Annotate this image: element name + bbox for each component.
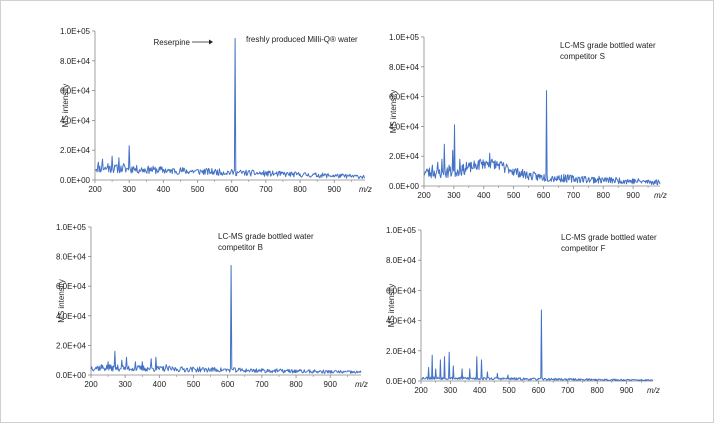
x-tick-label: 800 xyxy=(597,191,611,200)
y-tick-label: 0.0E+00 xyxy=(386,377,417,386)
y-tick-label: 4.0E+04 xyxy=(389,122,420,131)
y-tick-label: 0.0E+00 xyxy=(60,176,91,185)
peak-arrow-head xyxy=(209,39,213,45)
x-tick-label: 200 xyxy=(414,386,428,395)
spectrum-panel-4: 0.0E+00 2.0E+04 4.0E+04 6.0E+04 8.0E+04 1.0E+… xyxy=(386,226,660,395)
x-tick-label: 900 xyxy=(620,386,634,395)
spectrum-trace xyxy=(94,38,366,180)
y-tick-label: 1.0E+05 xyxy=(56,223,87,232)
spectrum-trace xyxy=(423,90,661,186)
x-tick-label: 200 xyxy=(84,380,98,389)
x-tick-label: 300 xyxy=(122,185,136,194)
y-axis-title: MS intensity xyxy=(387,284,396,328)
y-tick-label: 8.0E+04 xyxy=(56,253,87,262)
x-tick-label: 500 xyxy=(502,386,516,395)
y-tick-label: 4.0E+04 xyxy=(56,312,87,321)
x-tick-label: 800 xyxy=(289,380,303,389)
panel-annotation: competitor S xyxy=(560,52,605,61)
x-tick-label: 400 xyxy=(153,380,167,389)
x-tick-label: 900 xyxy=(328,185,342,194)
y-tick-label: 2.0E+04 xyxy=(386,347,417,356)
y-tick-label: 0.0E+00 xyxy=(389,182,420,191)
y-tick-label: 6.0E+04 xyxy=(389,93,420,102)
x-tick-label: 600 xyxy=(537,191,551,200)
x-tick-label: 700 xyxy=(567,191,581,200)
x-axis-title: m/z xyxy=(647,386,660,395)
y-tick-label: 8.0E+04 xyxy=(386,256,417,265)
y-tick-label: 1.0E+05 xyxy=(386,226,417,235)
spectrum-trace xyxy=(420,309,654,382)
x-tick-label: 800 xyxy=(293,185,307,194)
y-tick-label: 4.0E+04 xyxy=(60,116,91,125)
y-tick-label: 2.0E+04 xyxy=(60,146,91,155)
y-tick-label: 1.0E+05 xyxy=(60,27,91,36)
x-tick-label: 900 xyxy=(626,191,640,200)
panel-annotation: LC-MS grade bottled water xyxy=(218,232,314,241)
x-tick-label: 300 xyxy=(447,191,461,200)
x-tick-label: 900 xyxy=(324,380,338,389)
y-tick-label: 2.0E+04 xyxy=(56,341,87,350)
y-tick-label: 6.0E+04 xyxy=(56,282,87,291)
x-tick-label: 300 xyxy=(444,386,458,395)
spectrum-trace xyxy=(90,265,362,374)
x-tick-label: 600 xyxy=(225,185,239,194)
x-tick-label: 400 xyxy=(157,185,171,194)
x-tick-label: 400 xyxy=(473,386,487,395)
y-tick-label: 4.0E+04 xyxy=(386,317,417,326)
x-axis-title: m/z xyxy=(359,185,372,194)
y-tick-label: 6.0E+04 xyxy=(60,87,91,96)
x-tick-label: 500 xyxy=(187,380,201,389)
x-tick-label: 200 xyxy=(417,191,431,200)
y-tick-label: 6.0E+04 xyxy=(386,286,417,295)
panel-annotation: competitor B xyxy=(218,243,263,252)
y-axis-title: MS intensity xyxy=(57,279,66,323)
y-tick-label: 0.0E+00 xyxy=(56,371,87,380)
panel-annotation: competitor F xyxy=(561,244,606,253)
x-axis-title: m/z xyxy=(654,191,667,200)
x-tick-label: 600 xyxy=(221,380,235,389)
x-tick-label: 500 xyxy=(191,185,205,194)
x-tick-label: 300 xyxy=(118,380,132,389)
y-tick-label: 8.0E+04 xyxy=(60,57,91,66)
spectrum-panel-1: 0.0E+00 2.0E+04 4.0E+04 6.0E+04 8.0E+04 1.0E+… xyxy=(60,27,372,194)
peak-arrow-label: Reserpine xyxy=(154,38,191,47)
x-tick-label: 200 xyxy=(88,185,102,194)
x-tick-label: 700 xyxy=(255,380,269,389)
x-tick-label: 400 xyxy=(477,191,491,200)
panel-annotation: LC-MS grade bottled water xyxy=(560,41,656,50)
x-tick-label: 700 xyxy=(259,185,273,194)
panel-annotation: LC-MS grade bottled water xyxy=(561,233,657,242)
x-tick-label: 800 xyxy=(591,386,605,395)
x-axis-title: m/z xyxy=(355,380,368,389)
y-tick-label: 2.0E+04 xyxy=(389,152,420,161)
x-tick-label: 700 xyxy=(561,386,575,395)
panel-annotation: freshly produced Milli-Q® water xyxy=(246,35,358,44)
y-axis-title: MS intensity xyxy=(389,90,398,134)
y-axis-title: MS intensity xyxy=(61,84,70,128)
x-tick-label: 500 xyxy=(507,191,521,200)
y-tick-label: 1.0E+05 xyxy=(389,33,420,42)
spectrum-panel-3: 0.0E+00 2.0E+04 4.0E+04 6.0E+04 8.0E+04 1.0E+… xyxy=(56,223,368,389)
y-tick-label: 8.0E+04 xyxy=(389,63,420,72)
spectrum-panel-2: 0.0E+00 2.0E+04 4.0E+04 6.0E+04 8.0E+04 1.0E+… xyxy=(389,33,667,200)
x-tick-label: 600 xyxy=(532,386,546,395)
